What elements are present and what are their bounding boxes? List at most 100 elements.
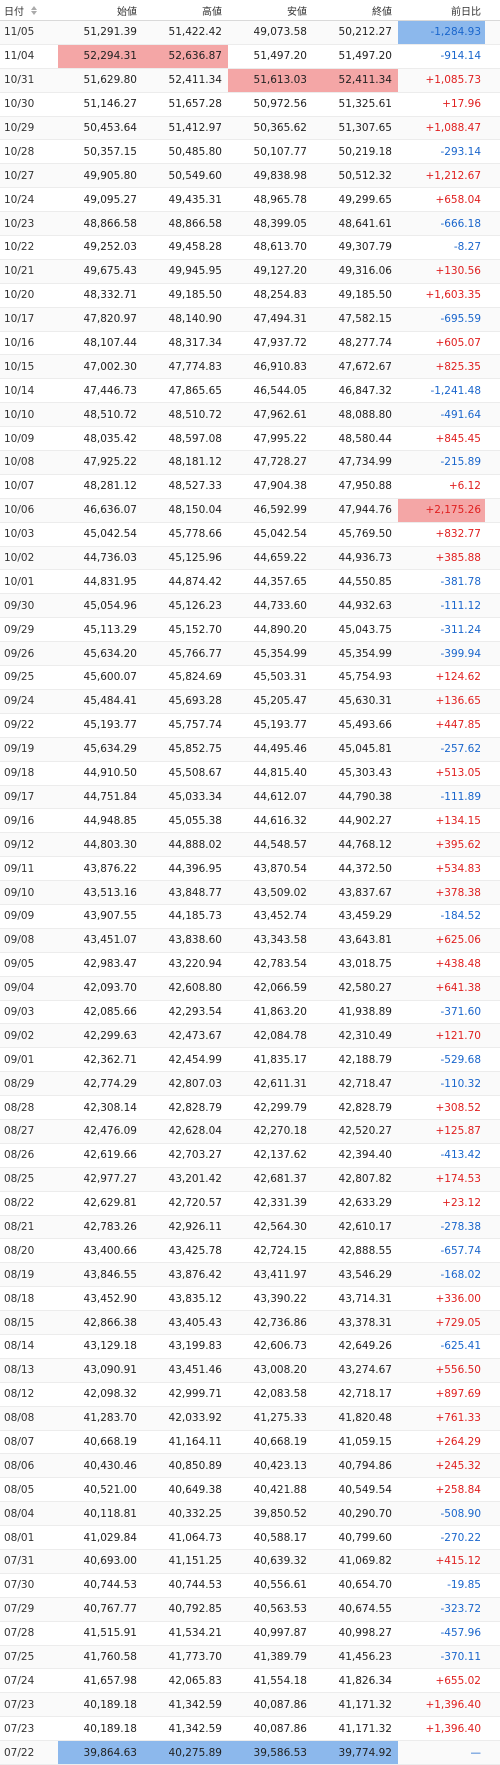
change-cell: -19.85 [447,1579,481,1592]
change-cell: -168.02 [440,1268,481,1281]
open-cell: 44,910.50 [83,767,137,780]
close-cell: 49,299.65 [338,193,392,206]
low-cell: 46,544.05 [253,384,307,397]
date-cell: 09/01 [4,1053,35,1066]
high-cell: 43,848.77 [168,886,222,899]
change-cell: +124.62 [435,671,481,684]
table-row: 10/24 49,095.27 49,435.31 48,965.78 49,299.6… [0,188,500,213]
sort-icon[interactable] [31,5,37,15]
open-cell: 40,668.19 [83,1435,137,1448]
change-cell: -293.14 [440,145,481,158]
low-cell: 41,275.33 [253,1412,307,1425]
table-row: 07/23 40,189.18 41,342.59 40,087.86 41,171.3… [0,1693,500,1718]
change-cell: +17.96 [442,98,481,111]
low-cell: 45,042.54 [253,528,307,541]
change-cell: -1,284.93 [398,21,485,44]
change-cell: +641.38 [435,982,481,995]
table-row: 10/08 47,925.22 48,181.12 47,728.27 47,734.9… [0,451,500,475]
high-cell: 43,220.94 [168,958,222,971]
close-cell: 47,950.88 [338,480,392,493]
high-cell: 49,435.31 [168,193,222,206]
change-cell: +23.12 [442,1197,481,1210]
high-cell: 40,275.89 [143,1741,228,1765]
close-cell: 42,580.27 [338,982,392,995]
date-cell: 09/02 [4,1029,35,1042]
header-date[interactable]: 日付 [0,0,58,20]
close-cell: 42,520.27 [338,1125,392,1138]
table-row: 07/30 40,744.53 40,744.53 40,556.61 40,654.7… [0,1574,500,1598]
open-cell: 40,521.00 [83,1483,137,1496]
date-cell: 09/09 [4,910,35,923]
change-cell: -381.78 [440,575,481,588]
change-cell: -695.59 [440,313,481,326]
open-cell: 43,876.22 [83,862,137,875]
close-cell: 43,459.29 [338,910,392,923]
date-cell: 10/29 [4,122,35,134]
low-cell: 43,008.20 [253,1364,307,1377]
high-cell: 44,888.02 [168,838,222,851]
open-cell: 47,925.22 [83,456,137,469]
date-cell: 08/08 [4,1412,35,1425]
change-cell: +125.87 [435,1125,481,1138]
low-cell: 42,564.30 [253,1220,307,1233]
date-cell: 10/28 [4,145,35,158]
high-cell: 44,874.42 [168,575,222,588]
close-cell: 42,310.49 [338,1029,392,1042]
table-row: 09/11 43,876.22 44,396.95 43,870.54 44,372.5… [0,857,500,882]
high-cell: 41,773.70 [168,1651,222,1663]
low-cell: 46,910.83 [253,360,307,373]
low-cell: 47,937.72 [253,337,307,350]
date-cell: 09/10 [4,886,35,899]
close-cell: 46,847.32 [338,384,392,397]
low-cell: 42,270.18 [253,1125,307,1138]
low-cell: 42,084.78 [253,1029,307,1042]
close-cell: 40,799.60 [338,1531,392,1544]
sort-desc-icon [31,10,37,15]
change-cell: +378.38 [435,886,481,899]
date-cell: 08/07 [4,1435,35,1448]
close-cell: 41,456.23 [338,1651,392,1663]
date-cell: 10/22 [4,241,35,254]
table-row: 10/14 47,446.73 47,865.65 46,544.05 46,847.3… [0,379,500,404]
date-cell: 10/01 [4,575,35,588]
table-row: 07/31 40,693.00 41,151.25 40,639.32 41,069.8… [0,1550,500,1574]
high-cell: 42,473.67 [168,1029,222,1042]
open-cell: 41,515.91 [83,1627,137,1640]
high-cell: 44,185.73 [168,910,222,923]
low-cell: 41,554.18 [253,1674,307,1687]
table-row: 09/01 42,362.71 42,454.99 41,835.17 42,188.7… [0,1048,500,1073]
change-cell: -491.64 [440,408,481,421]
table-row: 08/26 42,619.66 42,703.27 42,137.62 42,394.4… [0,1144,500,1168]
high-cell: 48,510.72 [168,408,222,421]
header-open: 始値 [117,6,137,18]
close-cell: 40,998.27 [338,1627,392,1640]
open-cell: 42,085.66 [83,1005,137,1018]
low-cell: 41,863.20 [253,1005,307,1018]
low-cell: 44,548.57 [253,838,307,851]
high-cell: 42,807.03 [168,1077,222,1090]
low-cell: 43,411.97 [253,1268,307,1281]
open-cell: 43,452.90 [83,1292,137,1305]
close-cell: 48,277.74 [338,337,392,350]
low-cell: 40,563.53 [253,1603,307,1616]
date-cell: 10/23 [4,217,35,230]
close-cell: 41,820.48 [338,1412,392,1425]
low-cell: 39,586.53 [228,1741,313,1765]
high-cell: 45,824.69 [168,671,222,684]
open-cell: 51,291.39 [83,26,137,39]
high-cell: 47,865.65 [168,384,222,397]
change-cell: +1,212.67 [425,169,481,182]
low-cell: 48,613.70 [253,241,307,254]
high-cell: 42,628.04 [168,1125,222,1138]
open-cell: 43,513.16 [83,886,137,899]
table-row: 10/15 47,002.30 47,774.83 46,910.83 47,672.6… [0,355,500,380]
high-cell: 42,608.80 [168,982,222,995]
close-cell: 51,325.61 [338,98,392,111]
open-cell: 42,983.47 [83,958,137,971]
low-cell: 44,495.46 [253,743,307,756]
open-cell: 52,294.31 [58,44,143,68]
date-cell: 10/03 [4,528,35,541]
close-cell: 42,610.17 [338,1220,392,1233]
high-cell: 41,064.73 [168,1531,222,1544]
